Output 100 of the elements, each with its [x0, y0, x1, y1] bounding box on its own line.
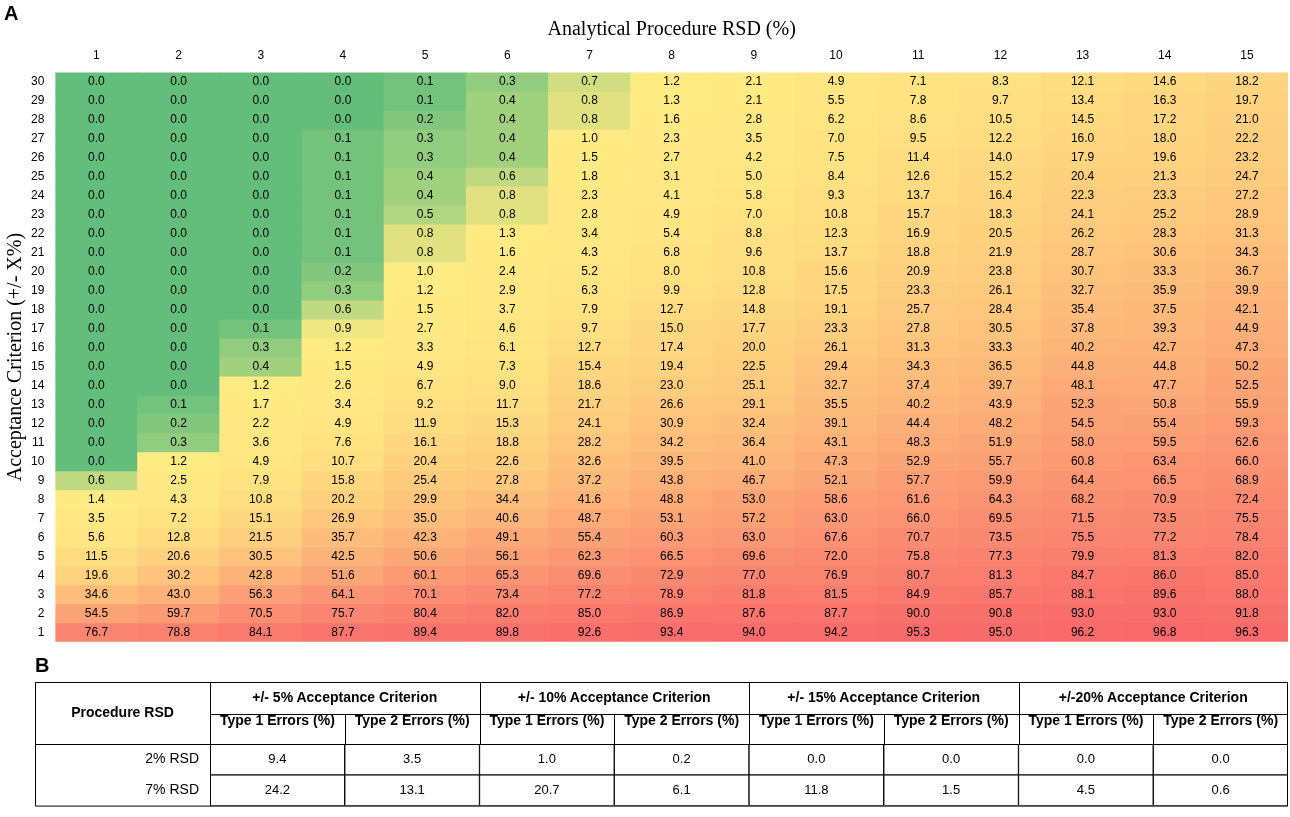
data-label: 34.4 — [495, 491, 520, 506]
data-label: 28.7 — [1070, 245, 1095, 260]
data-label: 18.3 — [988, 207, 1013, 222]
data-label: 3.5 — [88, 510, 106, 525]
data-label: 70.5 — [249, 605, 273, 620]
data-label: 0.5 — [416, 207, 434, 222]
data-label: 5.4 — [663, 226, 681, 241]
y-tick-label: 2 — [37, 605, 45, 620]
data-label: 15.0 — [659, 320, 684, 335]
data-label: 0.1 — [416, 93, 434, 108]
data-label: 55.4 — [577, 529, 602, 544]
data-label: 88.1 — [1070, 586, 1095, 601]
data-label: 0.4 — [498, 150, 516, 165]
data-label: 4.9 — [663, 207, 681, 222]
data-label: 71.5 — [1070, 510, 1095, 525]
data-label: 30.9 — [659, 415, 684, 430]
y-tick-label: 6 — [37, 529, 45, 544]
data-label: 0.0 — [170, 339, 188, 354]
data-label: 0.8 — [498, 207, 516, 222]
data-label: 1.2 — [416, 282, 434, 297]
data-label: 0.8 — [581, 93, 599, 108]
data-label: 94.2 — [824, 624, 849, 639]
data-label: 4.6 — [498, 320, 516, 335]
data-label: 17.9 — [1070, 150, 1095, 165]
data-label: 1.6 — [498, 245, 516, 260]
y-tick-label: 15 — [30, 358, 45, 373]
data-label: 26.1 — [988, 282, 1013, 297]
data-label: 42.5 — [331, 548, 355, 563]
data-label: 15.7 — [906, 207, 931, 222]
data-label: 0.0 — [170, 207, 188, 222]
data-label: 8.4 — [827, 169, 845, 184]
data-label: 44.9 — [1235, 320, 1259, 335]
data-label: 8.3 — [992, 74, 1010, 89]
data-label: 77.2 — [1153, 529, 1177, 544]
data-label: 14.0 — [988, 150, 1013, 165]
data-label: 0.0 — [252, 245, 270, 260]
y-tick-label: 25 — [30, 169, 45, 184]
data-label: 0.8 — [581, 112, 599, 127]
data-label: 32.4 — [742, 415, 766, 430]
data-label: 0.4 — [498, 112, 516, 127]
y-tick-label: 7 — [37, 510, 45, 525]
data-label: 11.5 — [85, 548, 108, 563]
data-label: 6.8 — [663, 245, 681, 260]
data-label: 18.2 — [1235, 74, 1259, 89]
data-label: 0.1 — [416, 74, 434, 89]
data-label: 84.7 — [1070, 567, 1095, 582]
data-label: 0.1 — [334, 131, 352, 146]
data-label: 0.0 — [88, 434, 106, 449]
y-tick-label: 9 — [37, 472, 45, 487]
data-label: 34.2 — [659, 434, 684, 449]
data-label: 95.3 — [906, 624, 931, 639]
data-label: 0.0 — [170, 150, 188, 165]
data-label: 22.6 — [495, 453, 520, 468]
data-label: 0.0 — [170, 377, 188, 392]
data-label: 23.3 — [1153, 188, 1177, 203]
data-label: 7.1 — [909, 74, 927, 89]
data-label: 2.8 — [745, 112, 763, 127]
data-label: 19.1 — [824, 301, 849, 316]
data-label: 30.5 — [988, 320, 1013, 335]
data-label: 28.2 — [577, 434, 602, 449]
data-label: 0.1 — [334, 169, 352, 184]
data-label: 78.4 — [1235, 529, 1259, 544]
data-label: 60.3 — [659, 529, 684, 544]
data-label: 13.7 — [824, 245, 849, 260]
data-label: 0.4 — [498, 131, 516, 146]
data-label: 0.1 — [334, 226, 352, 241]
data-label: 37.8 — [1070, 320, 1095, 335]
data-label: 89.6 — [1153, 586, 1177, 601]
data-label: 20.7 — [534, 781, 560, 797]
data-label: 57.7 — [906, 472, 931, 487]
x-tick-label: 10 — [829, 47, 844, 62]
data-label: 30.6 — [1153, 245, 1177, 260]
data-label: 53.1 — [659, 510, 684, 525]
data-label: 34.3 — [906, 358, 931, 373]
data-label: 25.4 — [413, 472, 438, 487]
data-label: 35.5 — [824, 396, 849, 411]
data-label: 12.1 — [1070, 74, 1095, 89]
y-tick-label: 10 — [30, 453, 45, 468]
data-label: 34.3 — [1235, 245, 1259, 260]
data-label: 43.0 — [166, 586, 191, 601]
data-label: 0.6 — [334, 301, 352, 316]
data-label: 13.4 — [1070, 93, 1095, 108]
data-label: 12.3 — [824, 226, 849, 241]
data-label: 16.3 — [1153, 93, 1177, 108]
data-label: 6.2 — [827, 112, 845, 127]
data-label: 17.4 — [659, 339, 684, 354]
data-label: 82.0 — [495, 605, 520, 620]
data-label: 39.7 — [988, 377, 1013, 392]
data-label: 2.6 — [334, 377, 352, 392]
data-label: 77.3 — [988, 548, 1013, 563]
data-label: 17.2 — [1153, 112, 1177, 127]
data-label: 87.7 — [824, 605, 849, 620]
y-tick-label: 28 — [30, 112, 45, 127]
data-label: 1.2 — [334, 339, 352, 354]
data-label: 86.9 — [659, 605, 684, 620]
data-label: 0.0 — [252, 188, 270, 203]
data-label: 59.3 — [1235, 415, 1259, 430]
x-axis-title: Analytical Procedure RSD (%) — [547, 17, 796, 41]
data-label: 0.0 — [252, 282, 270, 297]
data-label: 87.7 — [331, 624, 355, 639]
